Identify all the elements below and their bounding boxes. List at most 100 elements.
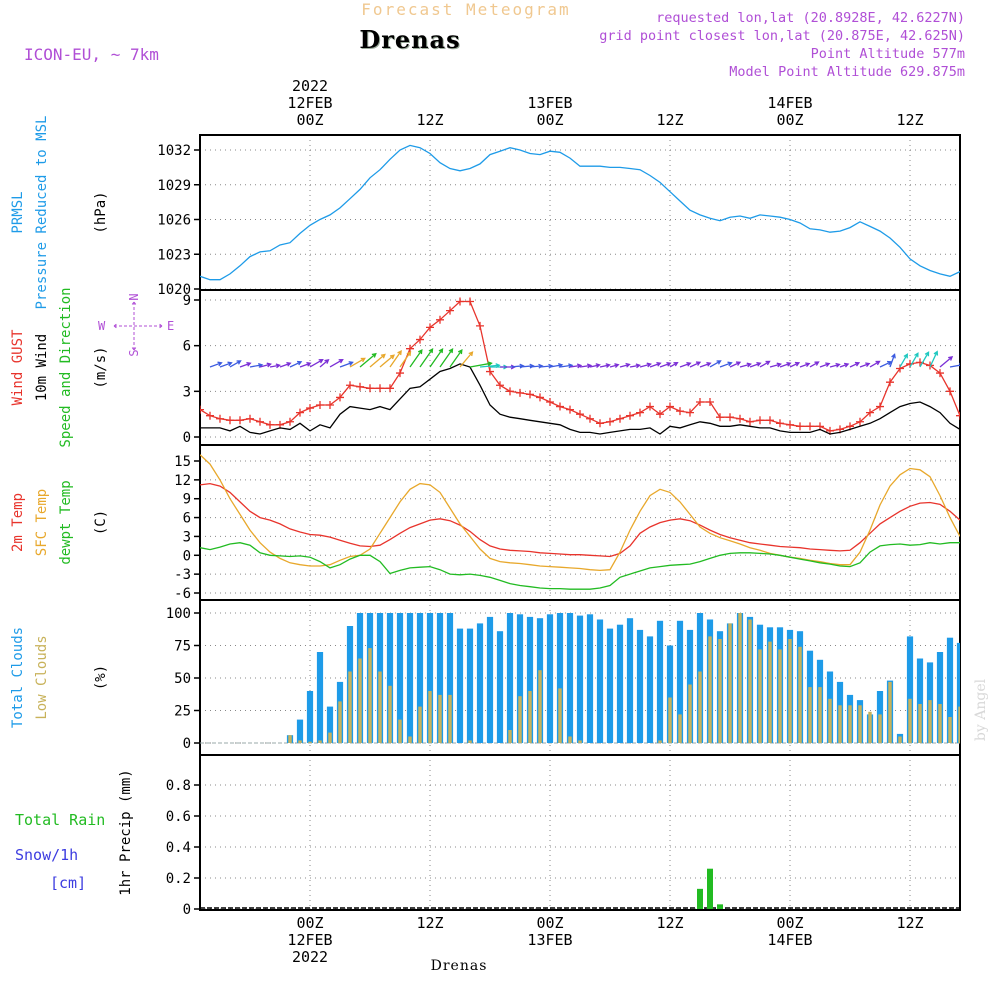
bar <box>928 700 932 743</box>
bar <box>668 697 672 743</box>
bar <box>656 620 664 743</box>
bar <box>938 704 942 743</box>
bar <box>438 694 442 743</box>
data-point <box>296 408 304 417</box>
time-label-bottom: 14FEB <box>767 931 812 949</box>
wind-arrow <box>579 363 593 369</box>
data-point <box>526 390 534 399</box>
wind-arrow <box>929 350 939 368</box>
data-point <box>496 381 504 390</box>
y-tick-label: 9 <box>183 492 191 508</box>
bar <box>636 629 644 743</box>
wind-arrow <box>919 351 930 368</box>
bar <box>778 649 782 743</box>
bar <box>586 614 594 743</box>
bar <box>428 691 432 743</box>
panel-frame <box>199 134 961 291</box>
wind-arrow <box>699 361 712 368</box>
data-point <box>946 387 954 396</box>
bar <box>416 613 424 743</box>
data-point <box>446 306 454 315</box>
bar <box>678 714 682 743</box>
wind-arrow <box>639 362 652 368</box>
time-label-bottom: 12Z <box>416 914 443 932</box>
bar <box>948 717 952 743</box>
bar <box>698 671 702 743</box>
bar <box>828 698 832 743</box>
y-tick-label: 0.2 <box>166 871 191 887</box>
bar <box>626 618 634 743</box>
svg-text:N: N <box>127 293 141 300</box>
legend-entry: Pressure Reduced to MSL <box>34 116 50 310</box>
wind-arrow <box>539 363 554 369</box>
wind-arrow <box>829 362 841 368</box>
wind-arrow <box>389 349 402 368</box>
data-point <box>346 381 354 390</box>
plot-area <box>200 613 960 744</box>
legend-entry: Speed and Direction <box>58 287 74 447</box>
time-label-bottom: 12FEB <box>287 931 332 949</box>
bar <box>426 613 434 743</box>
y-tick-label: -3 <box>174 567 191 583</box>
data-point <box>706 397 714 406</box>
y-tick-label: 0 <box>183 902 191 918</box>
wind-arrow <box>329 359 344 368</box>
y-tick-label: 0.4 <box>166 840 191 856</box>
data-point <box>646 402 654 411</box>
data-point <box>386 384 394 393</box>
series-line <box>200 144 960 281</box>
wind-arrow <box>849 361 861 368</box>
time-label-top: 00Z <box>776 111 803 129</box>
wind-arrow <box>409 348 423 368</box>
wind-arrow <box>339 361 354 368</box>
time-label-bottom: 2022 <box>292 948 328 966</box>
time-label-top: 12Z <box>896 111 923 129</box>
bar <box>908 698 912 743</box>
data-point <box>736 414 744 423</box>
bar <box>878 714 882 743</box>
wind-arrow <box>739 362 752 368</box>
bar <box>538 670 542 743</box>
y-axis-label: (%) <box>93 665 109 690</box>
y-tick-label: 1026 <box>157 213 191 229</box>
legend-entry: PRMSL <box>10 191 26 233</box>
data-point <box>426 323 434 332</box>
wind-arrow <box>879 360 893 368</box>
time-label-bottom: 00Z <box>536 914 563 932</box>
bar <box>606 628 614 743</box>
bar <box>717 904 723 909</box>
station-name: Drenas <box>359 25 460 54</box>
data-point <box>396 369 404 378</box>
data-point <box>236 416 244 425</box>
bar <box>358 658 362 743</box>
time-label-bottom: 12Z <box>656 914 683 932</box>
data-point <box>656 410 664 419</box>
bar <box>476 623 484 743</box>
data-point <box>536 393 544 402</box>
bar <box>508 730 512 743</box>
bar <box>956 642 960 743</box>
data-point <box>766 416 774 425</box>
data-point <box>366 384 374 393</box>
temperature-panel: -6 -3 0 3 6 9 12 15 (C) 2m Temp SFC Temp dewpt Temp <box>10 444 961 602</box>
time-label-top: 00Z <box>296 111 323 129</box>
bar <box>578 740 582 743</box>
time-label-top: 2022 <box>292 77 328 95</box>
wind-arrow <box>609 363 620 368</box>
bar <box>688 684 692 743</box>
data-point <box>596 419 604 428</box>
wind-arrow <box>349 357 366 368</box>
bar <box>348 671 352 743</box>
legend-entry: 2m Temp <box>10 493 26 552</box>
wind-arrow <box>889 353 896 368</box>
y-tick-label: 12 <box>174 473 191 489</box>
y-tick-label: 1029 <box>157 178 191 194</box>
data-point <box>436 315 444 324</box>
y-axis-label: (C) <box>93 510 109 535</box>
bar <box>316 652 324 743</box>
y-axis-label: (m/s) <box>93 346 109 388</box>
time-label-top: 12Z <box>416 111 443 129</box>
time-label-top: 14FEB <box>767 94 812 112</box>
